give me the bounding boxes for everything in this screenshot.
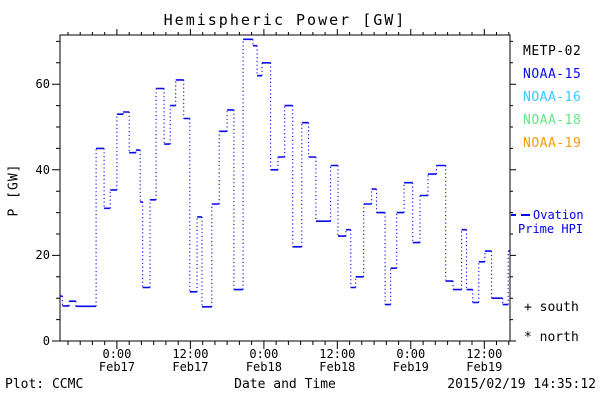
y-tick-label: 0 bbox=[42, 334, 50, 348]
axis-ticks bbox=[52, 29, 516, 349]
legend-item-noaa16: NOAA-16 bbox=[523, 90, 582, 105]
legend-item-noaa15: NOAA-15 bbox=[523, 67, 582, 82]
north-marker-label: north bbox=[539, 330, 579, 345]
ovation-legend-line1: Ovation bbox=[533, 208, 584, 222]
chart-title: Hemispheric Power [GW] bbox=[163, 11, 407, 29]
y-tick-label: 40 bbox=[35, 162, 50, 177]
south-marker-legend: + south bbox=[524, 300, 579, 315]
x-tick-label: 0:00 Feb17 bbox=[98, 347, 135, 374]
x-axis-title: Date and Time bbox=[234, 377, 336, 392]
plot-timestamp: 2015/02/19 14:35:12 bbox=[447, 377, 596, 392]
y-tick-label: 20 bbox=[35, 248, 50, 263]
asterisk-marker-icon: * bbox=[524, 330, 532, 345]
x-tick-label: 12:00 Feb17 bbox=[172, 347, 209, 374]
ovation-legend-line2: Prime HPI bbox=[518, 222, 584, 236]
x-tick-label: 0:00 Feb19 bbox=[392, 347, 429, 374]
plot-source-label: Plot: CCMC bbox=[5, 377, 84, 392]
x-tick-label: 0:00 Feb18 bbox=[245, 347, 282, 374]
hpi-dotted-connectors bbox=[61, 39, 509, 307]
x-tick-label: 12:00 Feb19 bbox=[466, 347, 503, 374]
hpi-step-segments bbox=[60, 38, 510, 308]
legend-item-noaa19: NOAA-19 bbox=[523, 136, 582, 151]
ovation-legend: Ovation Prime HPI bbox=[518, 208, 584, 236]
legend-item-metp02: METP-02 bbox=[523, 44, 582, 59]
north-marker-legend: * north bbox=[524, 330, 579, 345]
x-tick-label: 12:00 Feb18 bbox=[319, 347, 356, 374]
south-marker-label: south bbox=[539, 300, 579, 315]
plus-marker-icon: + bbox=[524, 300, 532, 315]
plot-frame bbox=[59, 34, 511, 342]
legend-item-noaa18: NOAA-18 bbox=[523, 113, 582, 128]
y-tick-label: 60 bbox=[35, 77, 50, 92]
satellite-legend: METP-02 NOAA-15 NOAA-16 NOAA-18 NOAA-19 bbox=[523, 44, 581, 159]
